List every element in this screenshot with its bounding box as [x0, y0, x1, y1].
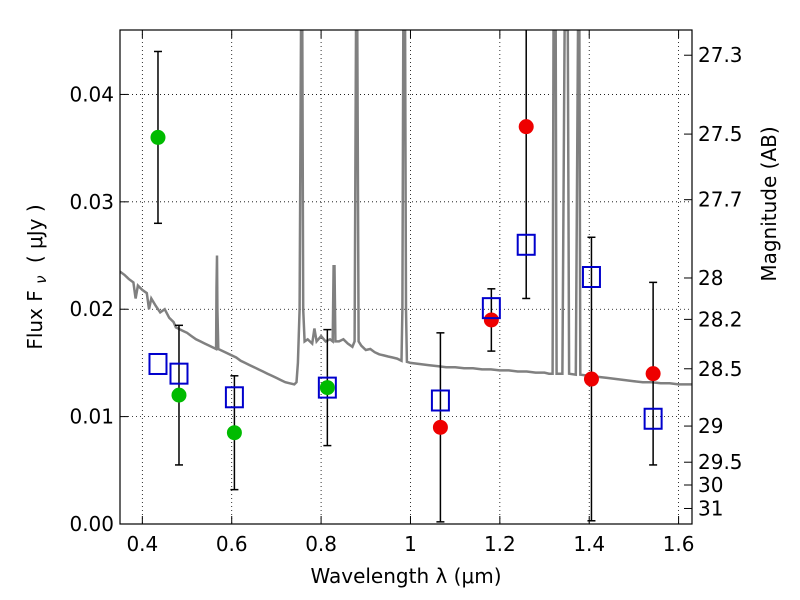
- data-point: [319, 380, 335, 396]
- y2-tick-label: 27.7: [698, 188, 743, 212]
- data-markers: [148, 119, 663, 441]
- data-point: [645, 366, 661, 382]
- model-square: [169, 362, 189, 385]
- data-point: [432, 419, 448, 435]
- x-tick-label: 1: [404, 532, 417, 556]
- y2-tick-label: 28: [698, 266, 723, 290]
- model-square: [481, 297, 501, 320]
- x-tick-label: 1.2: [484, 532, 516, 556]
- model-square: [430, 389, 450, 412]
- y-tick-label: 0.01: [69, 405, 114, 429]
- y2-tick-label: 28.5: [698, 357, 743, 381]
- y2-tick-label: 27.5: [698, 122, 743, 146]
- y2-tick-label: 31: [698, 496, 723, 520]
- model-square: [581, 266, 601, 288]
- x-axis-title: Wavelength λ (μm): [310, 564, 501, 588]
- x-tick-label: 0.8: [305, 532, 337, 556]
- y2-tick-label: 30: [698, 473, 723, 497]
- data-point: [483, 312, 499, 328]
- grid: [120, 30, 692, 524]
- y-tick-label: 0.02: [69, 297, 114, 321]
- model-square: [643, 407, 663, 430]
- model-square: [317, 376, 337, 399]
- y-tick-label: 0.03: [69, 190, 114, 214]
- x-tick-label: 0.6: [216, 532, 248, 556]
- y-axis-title-sub: ν: [32, 275, 50, 283]
- x-tick-label: 0.4: [126, 532, 158, 556]
- y2-tick-label: 29: [698, 414, 723, 438]
- y-axis-title-main: Flux F: [23, 290, 47, 349]
- x-tick-label: 1.6: [663, 532, 695, 556]
- data-point: [171, 387, 187, 403]
- y2-tick-label: 28.2: [698, 307, 743, 331]
- model-spectrum: [120, 30, 692, 386]
- ticks: 0.4 0.6 0.8 1 1.2 1.4 1.6 0.00 0.01 0.02 0.03 0.04 2…: [69, 30, 743, 556]
- model-square: [516, 233, 536, 256]
- data-point: [518, 119, 534, 135]
- y-tick-label: 0.04: [69, 82, 114, 106]
- plot-frame: [119, 29, 693, 525]
- data-point: [226, 425, 242, 441]
- y-axis-title-unit: ( μJy ): [23, 204, 47, 263]
- model-square: [148, 352, 168, 375]
- y-tick-label: 0.00: [69, 512, 114, 536]
- y2-tick-label: 29.5: [698, 450, 743, 474]
- y-axis-title: Flux F ν ( μJy ): [23, 204, 51, 349]
- data-point: [150, 129, 166, 145]
- spectrum-line: [120, 30, 692, 386]
- x-tick-label: 1.4: [573, 532, 605, 556]
- y2-tick-label: 27.3: [698, 43, 743, 67]
- y2-axis-title: Magnitude (AB): [757, 126, 781, 281]
- data-point: [583, 371, 599, 387]
- model-square: [224, 386, 244, 409]
